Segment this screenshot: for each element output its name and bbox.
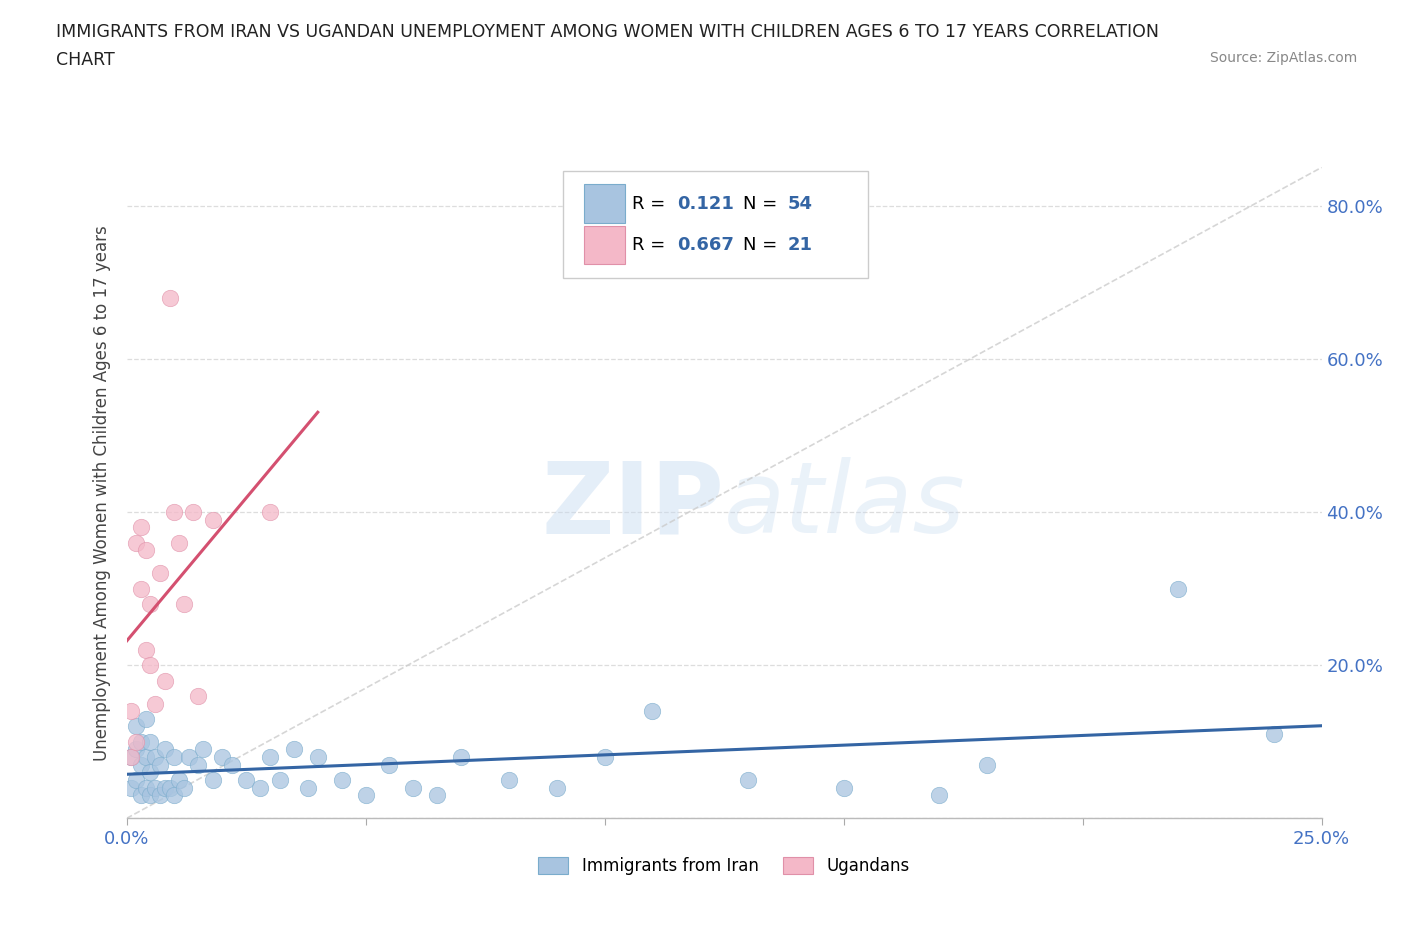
Text: 0.121: 0.121	[678, 194, 734, 213]
Point	[187, 688, 209, 703]
Text: 0.667: 0.667	[678, 236, 734, 254]
Point	[120, 704, 142, 719]
Point	[135, 750, 157, 764]
Point	[330, 773, 353, 788]
Point	[163, 505, 186, 520]
Point	[120, 750, 142, 764]
Point	[139, 765, 162, 780]
Point	[211, 750, 233, 764]
Point	[135, 780, 157, 795]
Text: IMMIGRANTS FROM IRAN VS UGANDAN UNEMPLOYMENT AMONG WOMEN WITH CHILDREN AGES 6 TO: IMMIGRANTS FROM IRAN VS UGANDAN UNEMPLOY…	[56, 23, 1159, 41]
Point	[129, 735, 152, 750]
Point	[153, 780, 176, 795]
Text: 54: 54	[787, 194, 813, 213]
Point	[159, 290, 181, 305]
Point	[120, 750, 142, 764]
Point	[125, 773, 148, 788]
Point	[143, 696, 166, 711]
Text: N =: N =	[744, 194, 783, 213]
Point	[129, 581, 152, 596]
Point	[135, 543, 157, 558]
Point	[546, 780, 568, 795]
Point	[450, 750, 472, 764]
Text: ZIP: ZIP	[541, 458, 724, 554]
Point	[354, 788, 377, 803]
Legend: Immigrants from Iran, Ugandans: Immigrants from Iran, Ugandans	[531, 850, 917, 882]
Point	[641, 704, 664, 719]
Point	[167, 536, 190, 551]
Point	[153, 673, 176, 688]
Point	[498, 773, 520, 788]
Point	[378, 757, 401, 772]
Point	[153, 742, 176, 757]
Point	[129, 520, 152, 535]
Point	[120, 780, 142, 795]
Point	[593, 750, 616, 764]
Point	[159, 780, 181, 795]
Point	[928, 788, 950, 803]
Point	[163, 750, 186, 764]
Point	[249, 780, 271, 795]
Text: R =: R =	[633, 194, 671, 213]
Point	[283, 742, 305, 757]
Point	[737, 773, 759, 788]
Point	[173, 596, 195, 611]
Point	[167, 773, 190, 788]
Point	[297, 780, 319, 795]
Point	[259, 750, 281, 764]
Point	[139, 788, 162, 803]
Point	[139, 596, 162, 611]
Point	[143, 750, 166, 764]
Point	[135, 643, 157, 658]
Text: atlas: atlas	[724, 458, 966, 554]
Point	[163, 788, 186, 803]
Point	[832, 780, 855, 795]
Point	[235, 773, 257, 788]
Text: R =: R =	[633, 236, 671, 254]
Text: N =: N =	[744, 236, 783, 254]
Point	[976, 757, 998, 772]
Text: 21: 21	[787, 236, 813, 254]
Point	[307, 750, 329, 764]
Point	[269, 773, 291, 788]
FancyBboxPatch shape	[585, 184, 624, 223]
Point	[201, 512, 224, 527]
Point	[1263, 726, 1285, 741]
Point	[1167, 581, 1189, 596]
Text: Source: ZipAtlas.com: Source: ZipAtlas.com	[1209, 51, 1357, 65]
Point	[139, 658, 162, 672]
Point	[221, 757, 243, 772]
Point	[191, 742, 214, 757]
Point	[129, 788, 152, 803]
Y-axis label: Unemployment Among Women with Children Ages 6 to 17 years: Unemployment Among Women with Children A…	[93, 225, 111, 761]
Point	[149, 788, 172, 803]
Point	[149, 757, 172, 772]
Point	[183, 505, 205, 520]
Point	[149, 565, 172, 580]
Point	[201, 773, 224, 788]
Point	[173, 780, 195, 795]
Point	[143, 780, 166, 795]
Point	[129, 757, 152, 772]
Point	[125, 742, 148, 757]
Point	[125, 536, 148, 551]
Text: CHART: CHART	[56, 51, 115, 69]
Point	[135, 711, 157, 726]
Point	[125, 719, 148, 734]
Point	[259, 505, 281, 520]
Point	[125, 735, 148, 750]
Point	[139, 735, 162, 750]
FancyBboxPatch shape	[562, 171, 868, 278]
Point	[187, 757, 209, 772]
Point	[402, 780, 425, 795]
Point	[177, 750, 200, 764]
FancyBboxPatch shape	[585, 226, 624, 264]
Point	[426, 788, 449, 803]
